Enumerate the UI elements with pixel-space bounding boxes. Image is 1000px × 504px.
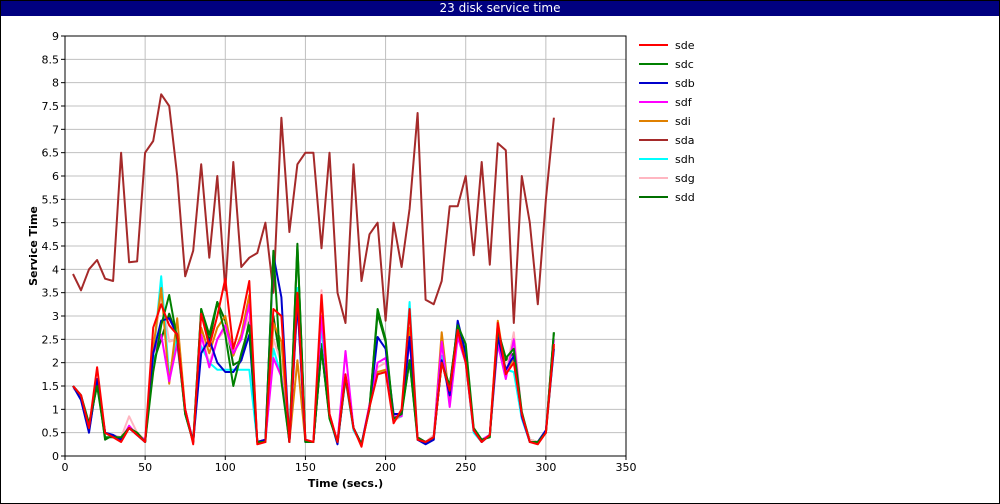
- y-axis-label: Service Time: [27, 206, 40, 286]
- x-axis-ticks: 0 50 100 150 200 250 300 350: [62, 456, 637, 474]
- chart-title: 23 disk service time: [1, 1, 999, 16]
- y-tick-label: 7: [52, 123, 59, 136]
- y-tick-label: 6.5: [42, 147, 60, 160]
- y-tick-label: 2.5: [42, 333, 60, 346]
- legend-label-sdh: sdh: [675, 153, 695, 166]
- series-line-sda: [72, 93, 555, 324]
- legend-label-sdf: sdf: [675, 96, 693, 109]
- legend-label-sdi: sdi: [675, 115, 691, 128]
- y-tick-label: 3.5: [42, 287, 60, 300]
- y-tick-label: 6: [52, 170, 59, 183]
- x-tick-label: 150: [295, 461, 316, 474]
- y-tick-label: 3: [52, 310, 59, 323]
- x-tick-label: 250: [455, 461, 476, 474]
- x-tick-label: 200: [375, 461, 396, 474]
- y-tick-label: 4.5: [42, 240, 60, 253]
- y-tick-label: 5.5: [42, 193, 60, 206]
- legend-label-sde: sde: [675, 39, 695, 52]
- y-tick-label: 1: [52, 403, 59, 416]
- legend-label-sda: sda: [675, 134, 694, 147]
- y-tick-label: 9: [52, 30, 59, 43]
- legend-label-sdd: sdd: [675, 191, 695, 204]
- x-tick-label: 300: [535, 461, 556, 474]
- x-axis-label: Time (secs.): [308, 477, 383, 490]
- y-axis-ticks: 0 0.5 1 1.5 2 2.5 3 3.5 4 4.5 5 5.5 6 6.5 7 7.5 8 8.5 9: [42, 30, 65, 463]
- series-lines: [72, 93, 555, 448]
- x-tick-label: 50: [138, 461, 152, 474]
- series-line-sde: [72, 277, 555, 448]
- y-tick-label: 7.5: [42, 100, 60, 113]
- legend: sde sdc sdb sdf sdi sda sdh sdg sdd: [639, 39, 695, 204]
- y-tick-label: 8: [52, 77, 59, 90]
- x-tick-label: 100: [215, 461, 236, 474]
- x-tick-label: 350: [616, 461, 637, 474]
- y-tick-label: 5: [52, 217, 59, 230]
- y-tick-label: 0.5: [42, 427, 60, 440]
- y-tick-label: 8.5: [42, 53, 60, 66]
- y-tick-label: 0: [52, 450, 59, 463]
- legend-label-sdb: sdb: [675, 77, 695, 90]
- legend-label-sdc: sdc: [675, 58, 694, 71]
- legend-label-sdg: sdg: [675, 172, 695, 185]
- y-tick-label: 1.5: [42, 380, 60, 393]
- x-tick-label: 0: [62, 461, 69, 474]
- y-tick-label: 4: [52, 263, 59, 276]
- y-tick-label: 2: [52, 357, 59, 370]
